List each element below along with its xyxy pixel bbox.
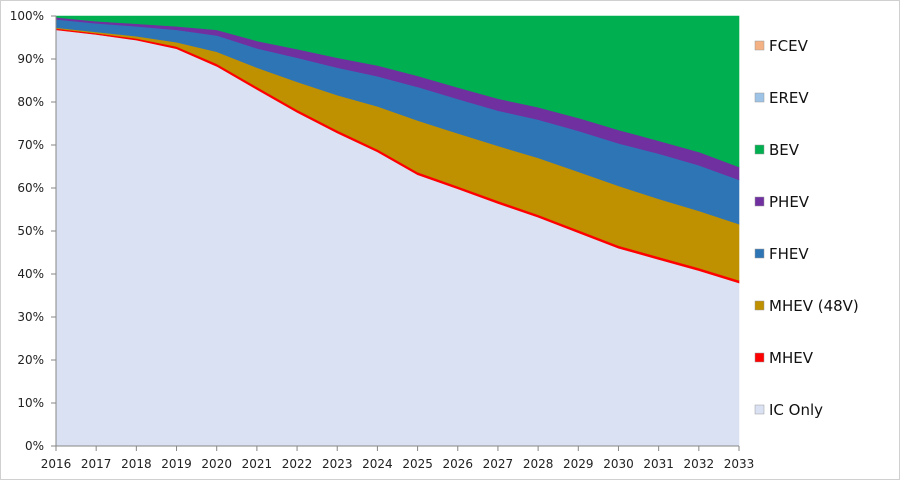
x-tick-label: 2028 bbox=[523, 457, 554, 471]
legend-label-fhev: FHEV bbox=[769, 245, 809, 263]
x-tick-label: 2025 bbox=[402, 457, 433, 471]
legend-label-ic-only: IC Only bbox=[769, 401, 823, 419]
y-tick-label: 0% bbox=[25, 439, 44, 453]
y-tick-label: 40% bbox=[17, 267, 44, 281]
legend-label-phev: PHEV bbox=[769, 193, 810, 211]
x-tick-label: 2026 bbox=[442, 457, 473, 471]
x-tick-label: 2016 bbox=[41, 457, 72, 471]
legend-label-bev: BEV bbox=[769, 141, 800, 159]
x-tick-label: 2032 bbox=[684, 457, 715, 471]
x-tick-label: 2018 bbox=[121, 457, 152, 471]
y-tick-label: 10% bbox=[17, 396, 44, 410]
y-tick-label: 30% bbox=[17, 310, 44, 324]
y-tick-label: 50% bbox=[17, 224, 44, 238]
legend-label-fcev: FCEV bbox=[769, 37, 809, 55]
x-tick-label: 2023 bbox=[322, 457, 353, 471]
x-tick-label: 2022 bbox=[282, 457, 313, 471]
x-tick-label: 2027 bbox=[483, 457, 514, 471]
legend-swatch-bev bbox=[754, 144, 765, 155]
y-tick-label: 70% bbox=[17, 138, 44, 152]
legend-swatch-phev bbox=[754, 196, 765, 207]
legend-label-mhev: MHEV bbox=[769, 349, 814, 367]
legend-swatch-mhev bbox=[754, 352, 765, 363]
x-tick-label: 2021 bbox=[242, 457, 273, 471]
legend-label-erev: EREV bbox=[769, 89, 809, 107]
x-tick-label: 2017 bbox=[81, 457, 112, 471]
legend-label-mhev-48v: MHEV (48V) bbox=[769, 297, 859, 315]
legend-swatch-erev bbox=[754, 92, 765, 103]
y-tick-label: 80% bbox=[17, 95, 44, 109]
series-areas bbox=[55, 15, 740, 447]
y-tick-label: 20% bbox=[17, 353, 44, 367]
y-tick-label: 60% bbox=[17, 181, 44, 195]
x-tick-label: 2033 bbox=[724, 457, 755, 471]
legend-swatch-ic-only bbox=[754, 404, 765, 415]
legend-swatch-mhev-48v bbox=[754, 300, 765, 311]
legend: FCEV EREV BEV PHEV FHEV MHEV (48V) MHEV IC Only bbox=[754, 37, 859, 419]
x-tick-label: 2019 bbox=[161, 457, 192, 471]
x-tick-label: 2029 bbox=[563, 457, 594, 471]
x-tick-label: 2024 bbox=[362, 457, 393, 471]
y-tick-label: 90% bbox=[17, 52, 44, 66]
x-tick-label: 2030 bbox=[603, 457, 634, 471]
x-tick-label: 2020 bbox=[201, 457, 232, 471]
area-bev bbox=[55, 15, 740, 168]
y-tick-label: 100% bbox=[10, 9, 44, 23]
x-tick-label: 2031 bbox=[643, 457, 674, 471]
legend-swatch-fhev bbox=[754, 248, 765, 259]
axes: 0% 10% 20% 30% 40% 50% 60% 70% 80% 90% 100% 2016 201… bbox=[10, 9, 755, 471]
legend-swatch-fcev bbox=[754, 40, 765, 51]
